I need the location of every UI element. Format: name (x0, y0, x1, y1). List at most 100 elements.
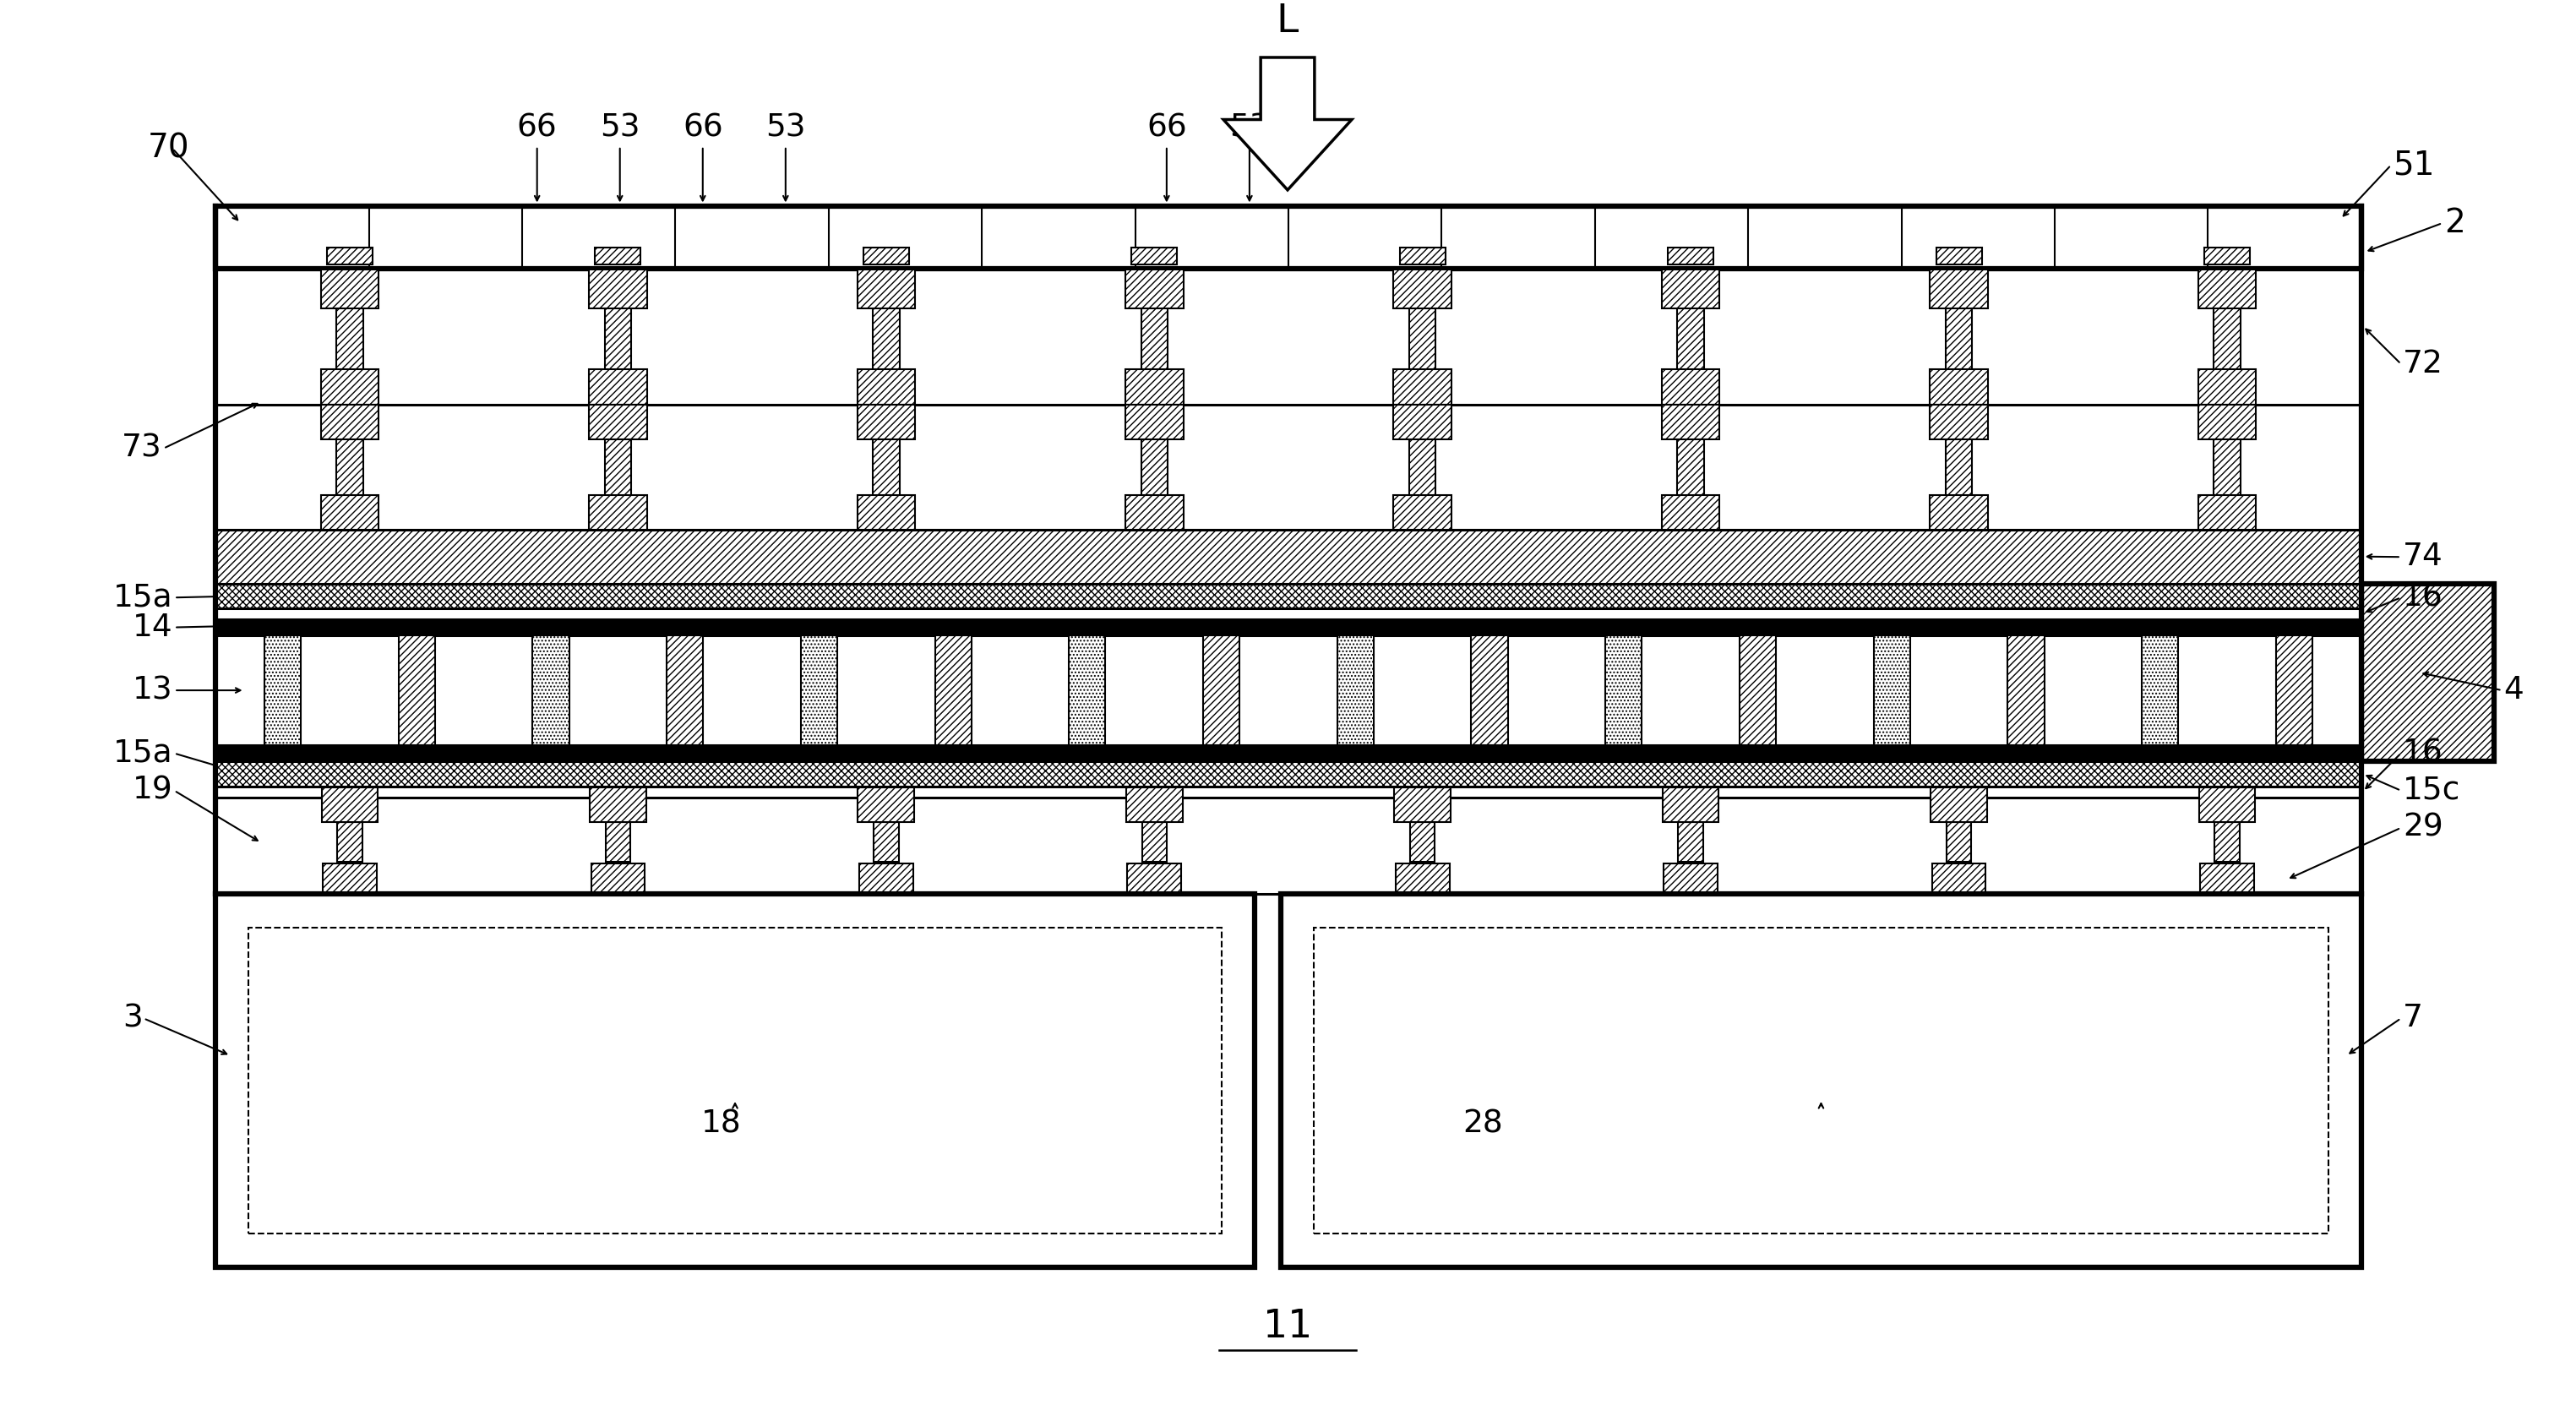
Bar (1399, 248, 1445, 265)
Bar (1131, 248, 1177, 265)
Bar (2200, 864, 2254, 892)
Bar (1280, 893, 2362, 1267)
Bar (1141, 269, 1167, 405)
Text: 19: 19 (131, 776, 173, 806)
Bar (858, 787, 914, 823)
Text: 16: 16 (2403, 738, 2442, 769)
Bar (1396, 864, 1450, 892)
Bar (399, 636, 435, 745)
Bar (1409, 823, 1435, 862)
Bar (322, 787, 379, 823)
Bar (322, 494, 379, 530)
Bar (1662, 494, 1721, 530)
Bar (1126, 370, 1182, 405)
Bar (1394, 370, 1450, 405)
Bar (1662, 370, 1721, 405)
Text: 72: 72 (2403, 348, 2442, 379)
Bar (1945, 405, 1973, 530)
Text: 66: 66 (518, 113, 556, 143)
Bar (216, 530, 2362, 583)
Bar (1409, 405, 1435, 530)
Bar (216, 797, 2362, 893)
Text: 70: 70 (147, 133, 191, 164)
Bar (1394, 494, 1450, 530)
Text: 18: 18 (701, 1109, 742, 1140)
Text: 13: 13 (131, 675, 173, 705)
Bar (863, 248, 909, 265)
Bar (2007, 636, 2045, 745)
Bar (667, 636, 703, 745)
Bar (1932, 864, 1986, 892)
Bar (1126, 405, 1182, 439)
Bar (1203, 636, 1239, 745)
Bar (1141, 823, 1167, 862)
Bar (1873, 636, 1909, 745)
Bar (322, 269, 379, 309)
Text: 51: 51 (2393, 149, 2434, 181)
Bar (1394, 787, 1450, 823)
Bar (2197, 269, 2257, 309)
Text: 66: 66 (1146, 113, 1188, 143)
Bar (1126, 269, 1182, 309)
Bar (1947, 797, 1971, 823)
Text: 15c: 15c (2403, 776, 2460, 806)
Bar (1128, 864, 1182, 892)
Text: 4: 4 (2504, 675, 2524, 705)
Bar (1680, 797, 1703, 823)
Bar (1929, 269, 1989, 309)
Text: 53: 53 (1229, 113, 1270, 143)
Bar (322, 864, 376, 892)
Bar (935, 636, 971, 745)
Bar (337, 823, 363, 862)
Bar (1394, 405, 1450, 439)
Bar (1929, 370, 1989, 405)
Bar (2205, 248, 2249, 265)
Bar (337, 797, 363, 823)
Bar (873, 823, 899, 862)
Bar (873, 797, 899, 823)
Bar (2213, 405, 2241, 530)
Bar (590, 370, 647, 405)
Bar (2141, 636, 2179, 745)
Bar (322, 405, 379, 439)
Bar (858, 405, 914, 439)
Text: 15a: 15a (113, 738, 173, 769)
Text: 14: 14 (131, 612, 173, 643)
Bar (265, 636, 301, 745)
Text: 2: 2 (2445, 207, 2465, 239)
Text: 73: 73 (121, 433, 162, 463)
Text: L: L (1278, 3, 1298, 41)
Bar (337, 405, 363, 530)
Bar (216, 893, 1255, 1267)
Text: 28: 28 (1463, 1109, 1504, 1140)
Bar (1945, 269, 1973, 405)
Bar (216, 619, 2362, 636)
Bar (216, 207, 2362, 269)
Bar (216, 786, 2362, 797)
Bar (605, 823, 631, 862)
Bar (590, 405, 647, 439)
Text: 7: 7 (2403, 1003, 2424, 1034)
Bar (322, 370, 379, 405)
Bar (590, 269, 647, 309)
Bar (1680, 823, 1703, 862)
Bar (216, 745, 2362, 762)
Bar (1662, 405, 1721, 439)
Bar (590, 494, 647, 530)
Bar (858, 370, 914, 405)
Bar (2197, 494, 2257, 530)
Bar (2200, 787, 2254, 823)
Bar (2213, 269, 2241, 405)
Text: 74: 74 (2403, 542, 2442, 572)
Bar (1069, 636, 1105, 745)
Bar (858, 494, 914, 530)
Bar (1126, 494, 1182, 530)
Bar (216, 636, 2362, 745)
Bar (1677, 405, 1703, 530)
Bar (337, 269, 363, 405)
Bar (605, 405, 631, 530)
Bar (1605, 636, 1641, 745)
Bar (2215, 823, 2239, 862)
Bar (873, 405, 899, 530)
Bar (1932, 787, 1986, 823)
